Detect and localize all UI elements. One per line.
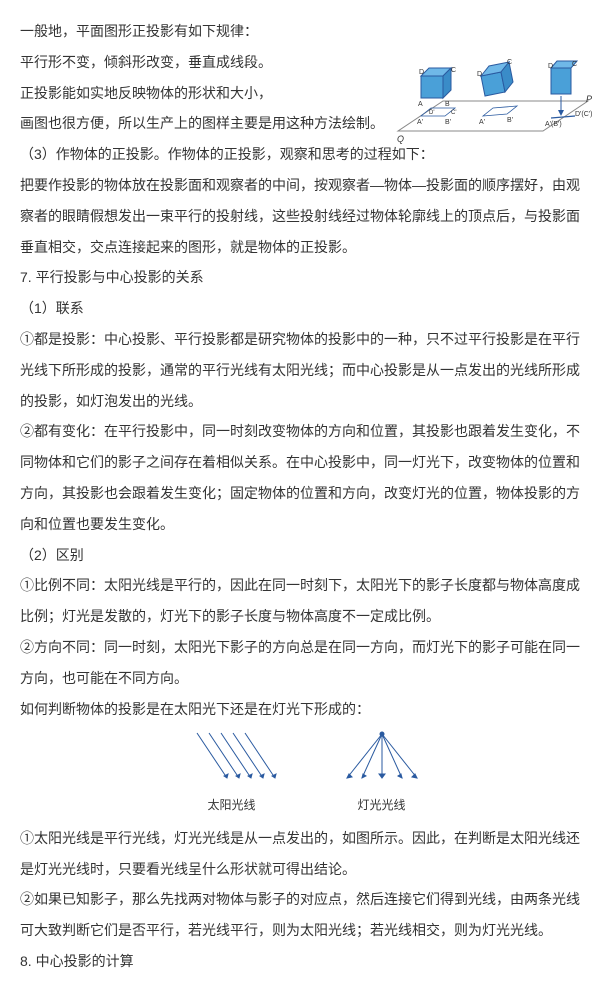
- svg-text:C': C': [451, 110, 456, 116]
- cube-projection-figure: Q P A B C D A' B' D' C': [393, 36, 593, 146]
- paragraph: ①都是投影：中心投影、平行投影都是研究物体的投影中的一种，只不过平行投影是在平行…: [20, 324, 593, 416]
- paragraph: 如何判断物体的投影是在太阳光下还是在灯光下形成的：: [20, 694, 593, 725]
- subsection-heading: （1）联系: [20, 293, 593, 324]
- paragraph: ①比例不同：太阳光线是平行的，因此在同一时刻下，太阳光下的影子长度都与物体高度成…: [20, 570, 593, 632]
- svg-text:D: D: [419, 69, 424, 76]
- svg-text:D': D': [429, 110, 434, 116]
- svg-text:A': A': [479, 119, 485, 126]
- svg-text:D: D: [548, 63, 553, 70]
- svg-text:P: P: [586, 94, 592, 104]
- lamp-light-icon: [337, 728, 427, 788]
- svg-text:B: B: [445, 101, 450, 108]
- subsection-heading: （2）区别: [20, 540, 593, 571]
- svg-text:A: A: [418, 101, 423, 108]
- paragraph: ②如果已知影子，那么先找两对物体与影子的对应点，然后连接它们得到光线，由两条光线…: [20, 884, 593, 946]
- sun-light-label: 太阳光线: [207, 798, 255, 812]
- svg-text:B': B': [445, 119, 451, 126]
- paragraph: ①太阳光线是平行光线，灯光光线是从一点发出的，如图所示。因此，在判断是太阳光线还…: [20, 823, 593, 885]
- lamp-light-label: 灯光光线: [357, 798, 405, 812]
- svg-text:D'(C'): D'(C'): [575, 111, 592, 118]
- svg-text:C: C: [507, 59, 512, 66]
- svg-text:C: C: [572, 61, 577, 68]
- paragraph: 把要作投影的物体放在投影面和观察者的中间，按观察者—物体—投影面的顺序摆好，由观…: [20, 170, 593, 262]
- paragraph: ②都有变化：在平行投影中，同一时刻改变物体的方向和位置，其投影也跟着发生变化，不…: [20, 416, 593, 539]
- light-comparison-figure: 太阳光线 灯光光线: [20, 728, 593, 818]
- section-heading: 7. 平行投影与中心投影的关系: [20, 262, 593, 293]
- sun-light-icon: [187, 728, 277, 788]
- svg-text:A': A': [417, 119, 423, 126]
- svg-text:C: C: [451, 67, 456, 74]
- svg-text:A'(B'): A'(B'): [545, 121, 562, 128]
- svg-text:B': B': [507, 117, 513, 124]
- section-heading: 8. 中心投影的计算: [20, 946, 593, 977]
- paragraph: ②方向不同：同一时刻，太阳光下影子的方向总是在同一方向，而灯光下的影子可能在同一…: [20, 632, 593, 694]
- svg-text:D: D: [477, 71, 482, 78]
- svg-text:Q: Q: [397, 134, 404, 144]
